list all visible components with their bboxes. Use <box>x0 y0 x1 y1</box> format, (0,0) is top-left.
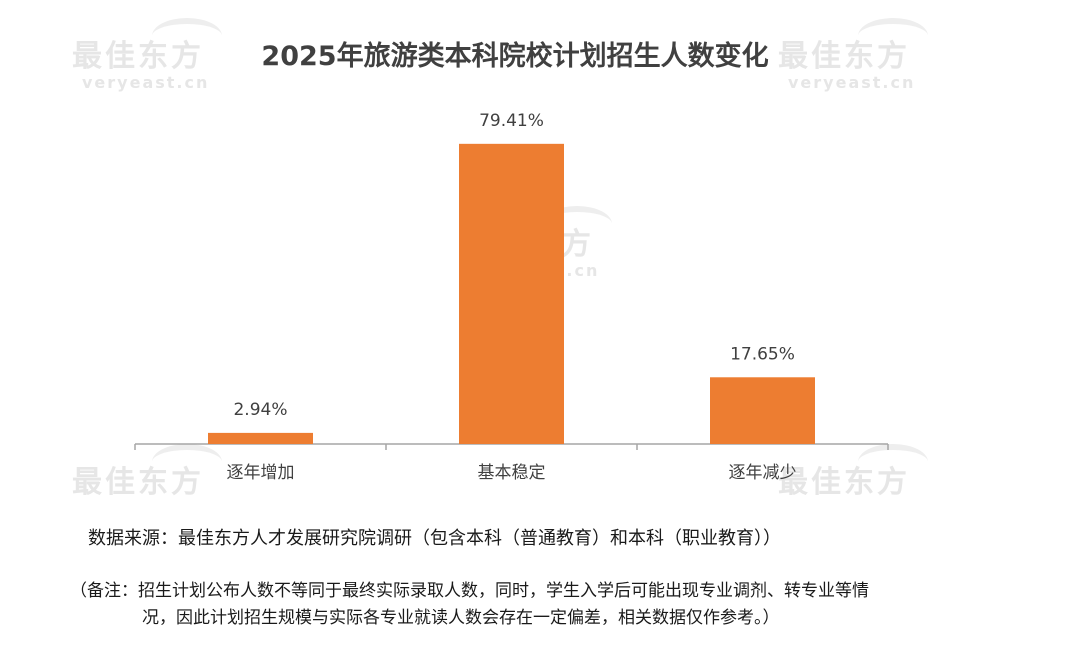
watermark: 最佳东方 <box>72 444 222 500</box>
chart-title: 2025年旅游类本科院校计划招生人数变化 <box>261 41 769 72</box>
footnote: （备注：招生计划公布人数不等同于最终实际录取人数，同时，学生入学后可能出现专业调… <box>70 578 1030 632</box>
category-label: 逐年减少 <box>729 463 797 483</box>
bar <box>208 432 313 444</box>
data-source: 数据来源：最佳东方人才发展研究院调研（包含本科（普通教育）和本科（职业教育）） <box>88 528 781 549</box>
watermark-url: veryeast.cn <box>82 73 210 92</box>
footnote-line-1: （备注：招生计划公布人数不等同于最终实际录取人数，同时，学生入学后可能出现专业调… <box>70 581 869 601</box>
bar-chart: 2.94% 逐年增加 79.41% 基本稳定 17.65% 逐年减少 <box>134 111 889 483</box>
category-label: 逐年增加 <box>227 463 295 483</box>
bar <box>710 377 815 444</box>
bar <box>459 143 564 444</box>
watermark-url: veryeast.cn <box>788 73 916 92</box>
category-label: 基本稳定 <box>478 463 546 483</box>
watermark: 最佳东方 <box>778 444 928 500</box>
data-label: 17.65% <box>730 344 795 364</box>
watermark: 最佳东方 veryeast.cn <box>72 18 222 92</box>
footnote-line-2: 况，因此计划招生规模与实际各专业就读人数会存在一定偏差，相关数据仅作参考。） <box>142 608 780 628</box>
data-label: 2.94% <box>233 400 287 420</box>
watermark: 最佳东方 veryeast.cn <box>778 18 928 92</box>
data-label: 79.41% <box>479 111 544 131</box>
